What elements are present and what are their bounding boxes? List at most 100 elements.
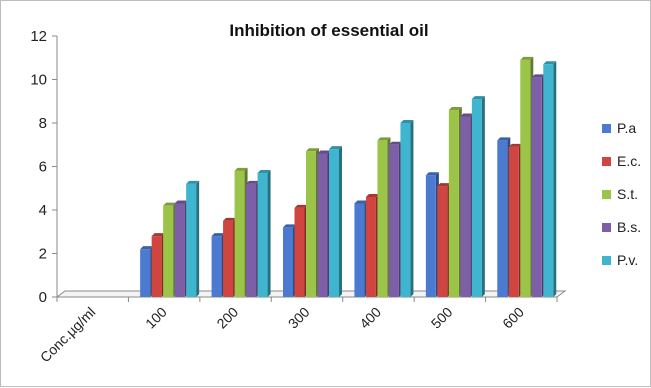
bar-front — [283, 227, 293, 297]
bar-front — [365, 196, 376, 297]
bar — [306, 148, 319, 297]
bar-top — [354, 200, 368, 204]
bar-top — [186, 180, 200, 184]
legend-label: S.t. — [617, 186, 638, 202]
bar-front — [151, 236, 162, 297]
bars — [140, 56, 557, 298]
bar-front — [448, 109, 459, 297]
bar-top — [174, 200, 188, 204]
bar-front — [257, 173, 268, 297]
y-tick-label: 6 — [39, 159, 47, 176]
bar-top — [329, 146, 342, 150]
bar-top — [140, 246, 154, 250]
bar-front — [223, 220, 234, 297]
y-tick-label: 0 — [39, 289, 47, 306]
bar — [223, 217, 237, 297]
bar — [365, 193, 379, 297]
bar-front — [388, 144, 399, 297]
bar-top — [437, 183, 451, 187]
bar — [246, 180, 260, 297]
bar — [520, 56, 534, 297]
bar-front — [437, 186, 448, 297]
chart-title: Inhibition of essential oil — [229, 21, 428, 40]
bar — [283, 224, 296, 297]
bar-top — [531, 74, 545, 78]
bar-front — [317, 153, 328, 297]
bar — [234, 167, 248, 297]
bar-front — [174, 203, 185, 297]
y-tick-label: 2 — [39, 246, 47, 263]
x-tick-label: 400 — [356, 304, 384, 332]
bar-front — [246, 183, 257, 297]
bar-front — [294, 207, 305, 297]
bar — [531, 74, 545, 297]
legend-label: E.c. — [617, 153, 641, 169]
bar-front — [211, 236, 222, 297]
legend-swatch — [602, 223, 611, 232]
bar — [354, 200, 368, 297]
bar-top — [377, 137, 391, 141]
bar — [294, 204, 308, 297]
legend-label: P.v. — [617, 252, 638, 268]
bar-top — [520, 56, 534, 60]
bar-front — [531, 77, 542, 297]
bar-top — [151, 233, 165, 237]
bar — [425, 172, 439, 297]
bar — [388, 141, 402, 297]
bar — [497, 137, 511, 297]
legend: P.a E.c. S.t. B.s. P.v. — [602, 120, 641, 268]
bar — [377, 137, 391, 297]
y-tick-label: 12 — [30, 28, 47, 45]
bar — [400, 120, 414, 297]
bar-top — [448, 106, 462, 110]
bar-top — [471, 96, 485, 100]
bar-top — [283, 224, 296, 228]
bar-side — [196, 180, 200, 297]
bar-top — [306, 148, 319, 152]
bar-top — [211, 233, 225, 237]
bar — [543, 61, 557, 298]
bar — [471, 96, 485, 297]
legend-swatch — [602, 256, 611, 265]
y-tick-label: 4 — [39, 202, 47, 219]
bar — [151, 233, 165, 297]
bar-front — [377, 140, 388, 297]
bar-top — [497, 137, 511, 141]
legend-label: B.s. — [617, 219, 641, 235]
bar-front — [497, 140, 508, 297]
bar-top — [223, 217, 237, 221]
legend-swatch — [602, 190, 611, 199]
bar-front — [543, 64, 554, 298]
x-tick-label: 300 — [285, 304, 313, 332]
bar-front — [425, 175, 436, 297]
bar-front — [186, 183, 197, 297]
bar-front — [329, 149, 339, 297]
bar — [174, 200, 188, 297]
bar-front — [471, 99, 482, 297]
bar-front — [508, 146, 519, 297]
bar-top — [388, 141, 402, 145]
bar — [140, 246, 154, 297]
bar-front — [306, 151, 316, 297]
bar — [437, 183, 451, 297]
bar — [257, 170, 271, 297]
bar-top — [246, 180, 260, 184]
x-tick-label: 600 — [499, 304, 527, 332]
x-tick-label: Conc.µg/ml — [37, 304, 99, 366]
bar — [329, 146, 342, 297]
bar-side — [267, 170, 271, 297]
bar — [460, 113, 474, 297]
bar-top — [508, 143, 522, 147]
bar — [508, 143, 522, 297]
bar-front — [354, 203, 365, 297]
bar-top — [294, 204, 308, 208]
x-tick-label: 200 — [213, 304, 241, 332]
bar — [163, 202, 177, 297]
bar — [211, 233, 225, 297]
bar-top — [460, 113, 474, 117]
bar-top — [400, 120, 414, 123]
bar-top — [543, 61, 557, 65]
legend-label: P.a — [617, 120, 636, 136]
